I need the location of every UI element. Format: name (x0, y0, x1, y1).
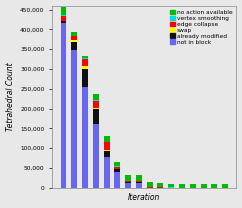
Bar (82, 69, 88, 87)
Bar (114, 172, 120, 188)
Bar (60, 21, 67, 23)
Bar (93, 124, 99, 188)
X-axis label: Iteration: Iteration (128, 193, 160, 202)
Bar (71, 42, 77, 50)
Bar (93, 108, 99, 109)
Bar (136, 183, 142, 188)
Bar (136, 175, 142, 181)
Bar (114, 166, 120, 167)
Bar (93, 94, 99, 100)
Bar (71, 50, 77, 188)
Bar (82, 59, 88, 66)
Bar (114, 169, 120, 172)
Bar (179, 184, 185, 188)
Bar (93, 100, 99, 101)
Bar (168, 187, 174, 188)
Legend: no action available, vertex smoothing, edge collapse, swap, already modified, no: no action available, vertex smoothing, e… (169, 9, 234, 46)
Bar (190, 184, 196, 188)
Bar (158, 187, 163, 188)
Bar (125, 182, 131, 183)
Bar (136, 182, 142, 183)
Bar (136, 181, 142, 182)
Bar (104, 157, 110, 188)
Bar (93, 109, 99, 124)
Bar (114, 168, 120, 169)
Bar (125, 175, 131, 181)
Bar (104, 136, 110, 141)
Bar (82, 66, 88, 69)
Bar (104, 151, 110, 157)
Bar (125, 183, 131, 188)
Bar (82, 87, 88, 188)
Bar (71, 40, 77, 42)
Bar (60, 6, 67, 15)
Bar (104, 141, 110, 142)
Bar (222, 184, 228, 188)
Bar (82, 58, 88, 59)
Bar (158, 183, 163, 187)
Bar (104, 142, 110, 150)
Bar (60, 15, 67, 16)
Bar (201, 184, 206, 188)
Bar (147, 187, 153, 188)
Bar (71, 36, 77, 40)
Bar (168, 183, 174, 187)
Bar (211, 184, 217, 188)
Bar (60, 23, 67, 188)
Y-axis label: Tetrahedral Count: Tetrahedral Count (6, 62, 15, 131)
Bar (104, 150, 110, 151)
Bar (125, 181, 131, 182)
Bar (147, 182, 153, 187)
Bar (114, 167, 120, 168)
Bar (82, 57, 88, 58)
Bar (71, 32, 77, 36)
Bar (114, 162, 120, 166)
Bar (60, 16, 67, 21)
Bar (93, 101, 99, 108)
